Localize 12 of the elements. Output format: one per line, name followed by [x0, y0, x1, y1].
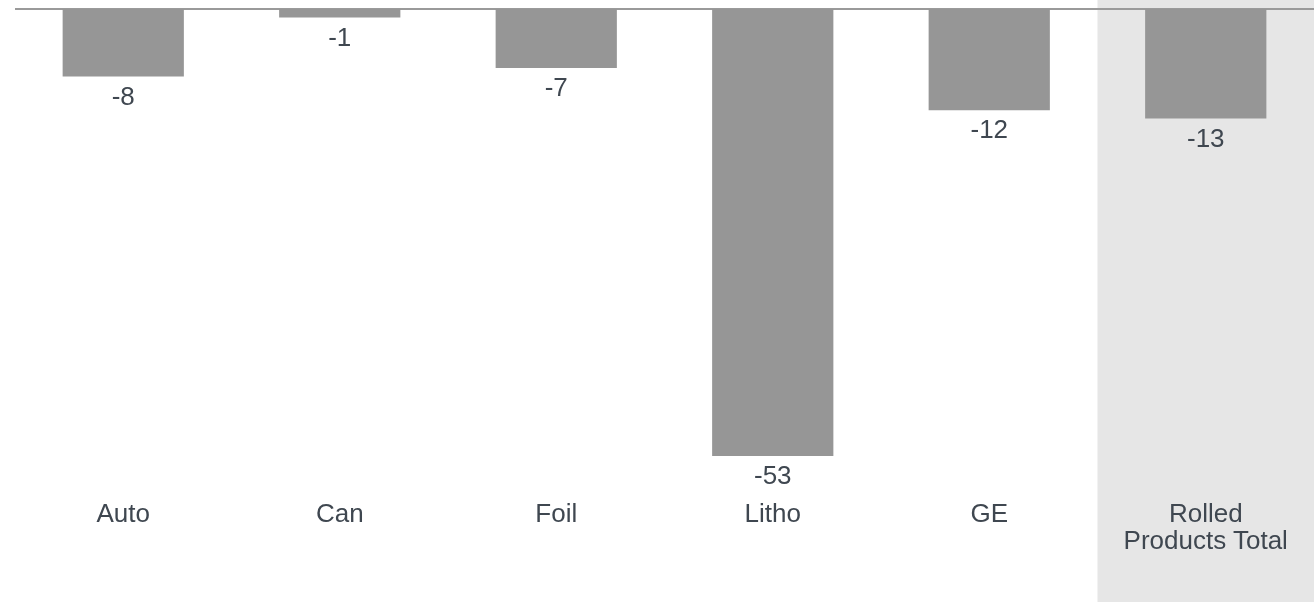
data-label: -7: [544, 72, 568, 103]
x-tick-label: GE: [970, 497, 1009, 528]
x-tick-label: Litho: [744, 497, 801, 528]
data-label: -8: [111, 80, 135, 111]
data-label: -53: [753, 460, 792, 491]
x-tick-label: Rolled Products Total: [1123, 497, 1288, 556]
data-label: -12: [970, 114, 1009, 145]
x-tick-label: Foil: [535, 497, 578, 528]
x-tick-label: Auto: [96, 497, 150, 528]
data-label: -1: [328, 21, 352, 52]
x-tick-label: Can: [315, 497, 364, 528]
data-label: -13: [1186, 122, 1225, 153]
